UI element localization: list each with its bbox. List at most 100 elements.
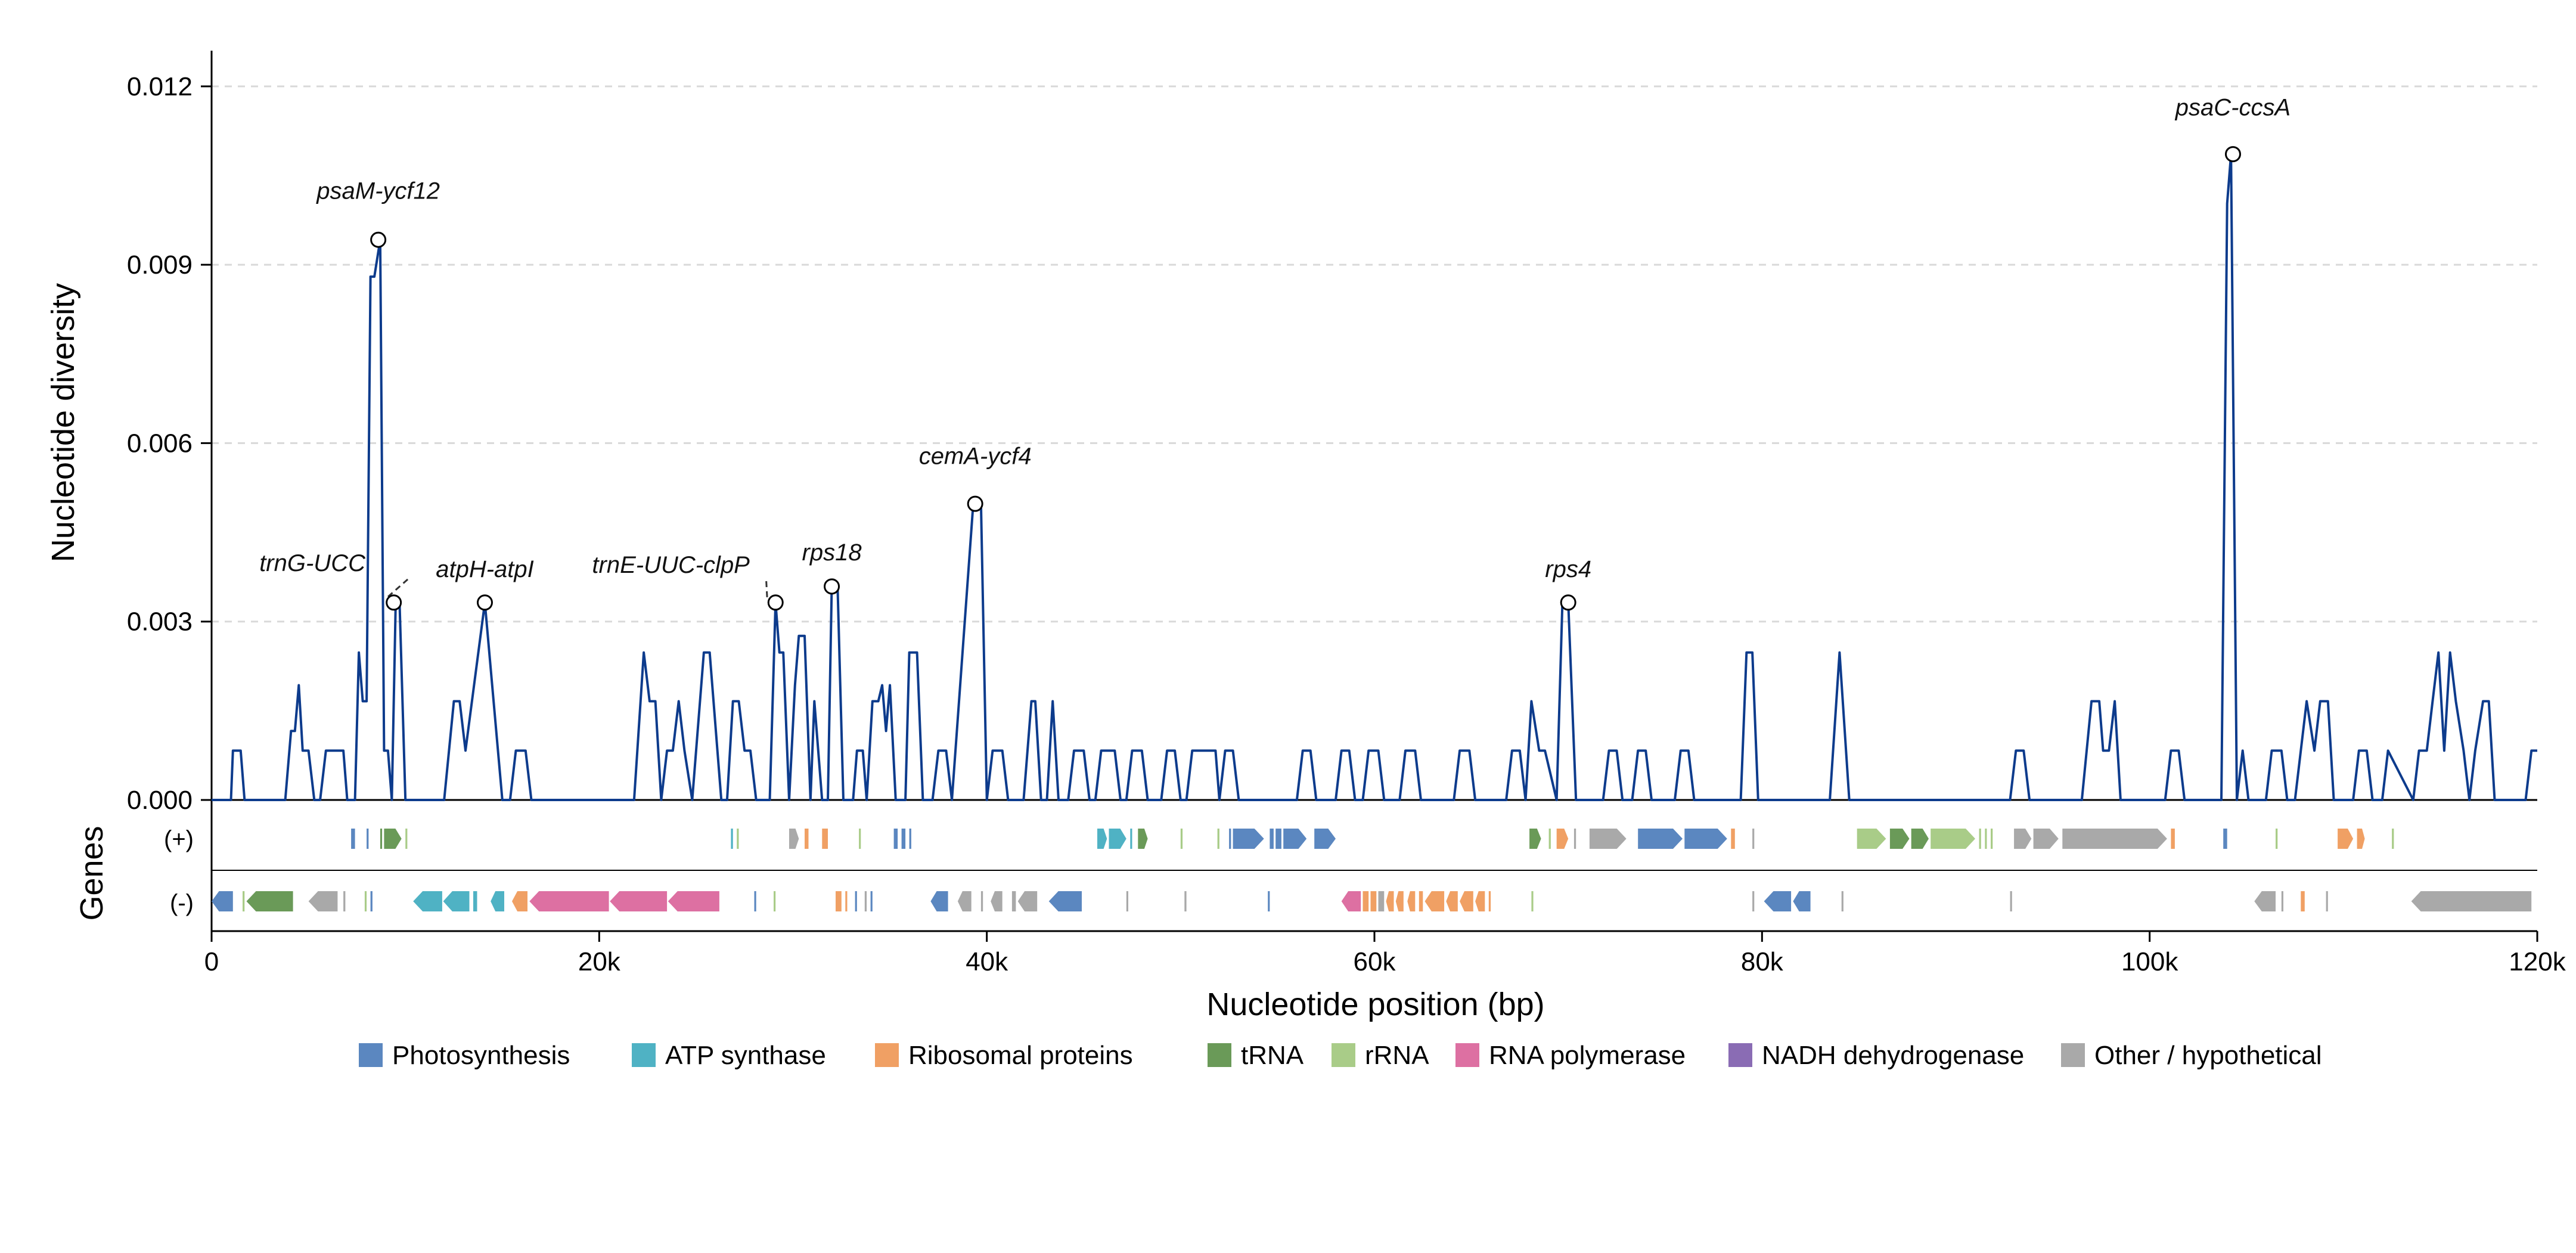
gene-feature-minus bbox=[413, 891, 442, 911]
x-tick-label: 0 bbox=[204, 947, 219, 976]
gene-feature-plus bbox=[1556, 829, 1569, 849]
peak-label: rps18 bbox=[802, 539, 862, 566]
gene-feature-minus bbox=[473, 891, 477, 911]
gene-feature-plus bbox=[367, 829, 369, 849]
gene-feature-plus bbox=[1548, 829, 1551, 849]
gene-feature-minus bbox=[1793, 891, 1811, 911]
gene-feature-plus bbox=[2276, 829, 2278, 849]
legend-label: Ribosomal proteins bbox=[908, 1041, 1133, 1070]
gene-feature-minus bbox=[1268, 891, 1270, 911]
gene-feature-minus bbox=[1460, 891, 1473, 911]
gene-feature-minus bbox=[308, 891, 338, 911]
gene-feature-minus bbox=[2281, 891, 2283, 911]
gene-feature-minus bbox=[774, 891, 776, 911]
peak-marker bbox=[767, 594, 784, 611]
legend-swatch bbox=[359, 1043, 383, 1067]
grid-lines bbox=[212, 85, 2537, 623]
legend-swatch bbox=[875, 1043, 899, 1067]
gene-feature-plus bbox=[1731, 829, 1735, 849]
gene-feature-plus bbox=[2014, 829, 2032, 849]
legend-swatch bbox=[1208, 1043, 1231, 1067]
gene-feature-minus bbox=[991, 891, 1003, 911]
legend-label: tRNA bbox=[1241, 1041, 1304, 1070]
gene-feature-plus bbox=[1684, 829, 1727, 849]
gene-feature-minus bbox=[1370, 891, 1377, 911]
gene-feature-plus bbox=[731, 829, 733, 849]
gene-feature-minus bbox=[1048, 891, 1082, 911]
genes-track-title: Genes bbox=[74, 826, 110, 920]
peak-label: psaM-ycf12 bbox=[316, 178, 440, 204]
gene-feature-minus bbox=[1475, 891, 1485, 911]
peak-label: trnE-UUC-clpP bbox=[592, 552, 750, 578]
gene-feature-plus bbox=[1217, 829, 1219, 849]
legend: Photosynthesis ATP synthase Ribosomal prot… bbox=[359, 1041, 2322, 1070]
gene-feature-minus bbox=[364, 891, 367, 911]
gene-feature-minus bbox=[980, 891, 983, 911]
gene-feature-plus bbox=[1314, 829, 1336, 849]
gene-feature-plus bbox=[1573, 829, 1576, 849]
gene-feature-plus bbox=[1283, 829, 1307, 849]
gene-feature-plus bbox=[2357, 829, 2365, 849]
gene-feature-minus bbox=[668, 891, 719, 911]
gene-feature-minus bbox=[1363, 891, 1369, 911]
gene-feature-minus bbox=[610, 891, 668, 911]
gene-feature-minus bbox=[529, 891, 609, 911]
gene-feature-minus bbox=[1395, 891, 1404, 911]
peak-label: rps4 bbox=[1545, 556, 1591, 582]
legend-swatch bbox=[1332, 1043, 1355, 1067]
gene-feature-plus bbox=[2223, 829, 2227, 849]
gene-feature-plus bbox=[893, 829, 898, 849]
gene-feature-minus bbox=[246, 891, 293, 911]
gene-feature-plus bbox=[1233, 829, 1264, 849]
gene-feature-plus bbox=[1889, 829, 1910, 849]
gene-feature-minus bbox=[1531, 891, 1534, 911]
y-tick-label: 0.009 bbox=[127, 250, 193, 280]
gene-feature-plus bbox=[2033, 829, 2059, 849]
x-tick-label: 60k bbox=[1354, 947, 1396, 976]
gene-feature-plus bbox=[2062, 829, 2167, 849]
gene-feature-minus bbox=[870, 891, 873, 911]
gene-feature-minus bbox=[243, 891, 245, 911]
gene-feature-plus bbox=[1097, 829, 1107, 849]
gene-feature-minus bbox=[1011, 891, 1016, 911]
gene-feature-plus bbox=[1991, 829, 1993, 849]
y-tick-label: 0.012 bbox=[127, 72, 193, 101]
diversity-line-plot bbox=[212, 153, 2537, 801]
annotation-leader-line bbox=[384, 578, 409, 600]
gene-feature-plus bbox=[805, 829, 809, 849]
gene-feature-minus bbox=[836, 891, 842, 911]
gene-feature-minus bbox=[1488, 891, 1491, 911]
gene-feature-minus bbox=[491, 891, 504, 911]
gene-feature-plus bbox=[1857, 829, 1886, 849]
gene-feature-minus bbox=[1341, 891, 1361, 911]
gene-feature-plus bbox=[2338, 829, 2354, 849]
y-tick-label: 0.000 bbox=[127, 786, 193, 815]
gene-feature-plus bbox=[380, 829, 383, 849]
gene-feature-minus bbox=[845, 891, 848, 911]
gene-feature-minus bbox=[343, 891, 346, 911]
gene-feature-plus bbox=[351, 829, 355, 849]
gene-feature-plus bbox=[789, 829, 799, 849]
gene-feature-minus bbox=[1841, 891, 1843, 911]
plus-strand-label: (+) bbox=[164, 826, 194, 852]
gene-feature-minus bbox=[512, 891, 527, 911]
gene-feature-plus bbox=[1931, 829, 1975, 849]
x-tick-label: 80k bbox=[1741, 947, 1784, 976]
gene-feature-minus bbox=[2326, 891, 2328, 911]
annotation-leader-line bbox=[765, 581, 768, 599]
gene-feature-plus bbox=[1229, 829, 1231, 849]
peak-marker bbox=[824, 578, 840, 595]
minus-strand-label: (-) bbox=[170, 890, 194, 916]
peak-marker bbox=[370, 231, 387, 248]
gene-feature-minus bbox=[855, 891, 857, 911]
gene-feature-plus bbox=[1180, 829, 1183, 849]
legend-swatch bbox=[632, 1043, 656, 1067]
gene-feature-plus bbox=[1130, 829, 1132, 849]
legend-label: NADH dehydrogenase bbox=[1762, 1041, 2024, 1070]
gene-track bbox=[212, 829, 2532, 911]
gene-feature-plus bbox=[1270, 829, 1274, 849]
gene-feature-plus bbox=[1911, 829, 1929, 849]
gene-feature-minus bbox=[1752, 891, 1755, 911]
x-tick-label: 120k bbox=[2509, 947, 2566, 976]
